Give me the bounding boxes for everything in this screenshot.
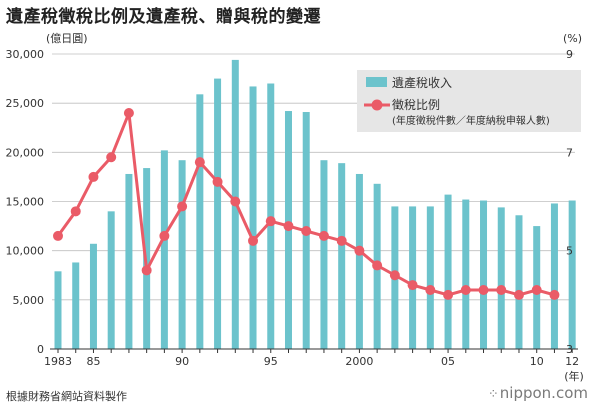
bar (355, 173, 363, 349)
line-point (248, 235, 259, 246)
line-point (478, 285, 489, 295)
line-point (230, 196, 241, 207)
line-point (336, 235, 347, 246)
x-tick-label: 10 (530, 355, 544, 368)
line-point (318, 230, 329, 241)
bar (160, 150, 168, 349)
left-tick-label: 10,000 (6, 245, 45, 258)
legend-line-label: 徵稅比例 (392, 97, 440, 112)
x-axis-unit: (年) (564, 369, 584, 383)
bar (426, 206, 434, 349)
bar (480, 200, 488, 349)
bar (568, 200, 576, 349)
bar (249, 86, 257, 349)
left-tick-label: 25,000 (6, 97, 45, 110)
x-tick-label: 12 (565, 355, 579, 368)
left-tick-label: 30,000 (6, 48, 45, 61)
bar (125, 173, 133, 349)
x-tick-label: 1983 (44, 355, 72, 368)
legend: 遺產稅收入 徵稅比例 (年度徵稅件數／年度納稅申報人數) (357, 70, 581, 132)
brand-logo: ⁘ nippon.com (488, 384, 588, 402)
right-tick-label: 9 (566, 48, 573, 61)
bar (444, 194, 452, 349)
line-point (283, 221, 294, 232)
line-point (443, 289, 454, 300)
bar (550, 203, 558, 349)
bar (515, 215, 523, 349)
chart-title: 遺產稅徵稅比例及遺產稅、贈與稅的變遷 (6, 7, 321, 27)
line-point (354, 245, 365, 256)
line-point (549, 289, 560, 300)
line-point (460, 285, 471, 295)
x-tick-label: 05 (441, 355, 455, 368)
bar (338, 163, 346, 349)
line-point (53, 230, 63, 241)
line-point (531, 285, 542, 295)
right-axis-unit: (%) (563, 32, 582, 45)
bar (89, 243, 97, 349)
bar (497, 207, 505, 349)
bar (178, 160, 186, 349)
legend-bar-swatch (366, 77, 387, 87)
line-series (53, 108, 560, 300)
x-tick-label: 95 (264, 355, 278, 368)
line-point (513, 289, 524, 300)
line-point (389, 270, 400, 281)
line-point (212, 176, 223, 187)
nippon-dots-icon: ⁘ (487, 387, 499, 402)
bar (214, 78, 222, 349)
line-point (194, 157, 205, 168)
bar (409, 206, 417, 349)
legend-box (357, 70, 581, 132)
line-point (496, 285, 507, 295)
brand-name: nippon.com (499, 384, 588, 402)
legend-line-subtitle: (年度徵稅件數／年度納稅申報人數) (392, 114, 550, 127)
line-point (407, 280, 418, 291)
line-point (159, 230, 170, 241)
right-tick-label: 7 (566, 146, 573, 159)
line-point (425, 285, 436, 295)
line-point (70, 206, 81, 217)
bar (72, 262, 80, 349)
line-point (177, 201, 188, 212)
line-point (141, 265, 152, 276)
x-tick-label: 2000 (345, 355, 373, 368)
bar (54, 271, 62, 349)
bar (196, 94, 204, 349)
legend-line-marker (371, 99, 383, 111)
line-point (372, 260, 383, 271)
line-point (123, 108, 134, 118)
line-point (106, 152, 117, 163)
right-tick-label: 5 (566, 245, 573, 258)
bar (107, 211, 115, 349)
x-tick-label: 85 (86, 355, 100, 368)
bar (462, 199, 470, 349)
line-point (88, 171, 99, 182)
left-tick-label: 5,000 (13, 294, 45, 307)
line-point (265, 216, 276, 227)
left-axis-unit: (億日圓) (46, 32, 88, 45)
left-tick-label: 0 (37, 343, 44, 356)
left-tick-label: 20,000 (6, 146, 45, 159)
axes: 05,00010,00015,00020,00025,00030,0003579… (6, 48, 580, 368)
line-point (301, 226, 312, 236)
source-note: 根據財務省網站資料製作 (6, 390, 127, 403)
x-tick-label: 90 (175, 355, 189, 368)
bar (320, 160, 328, 349)
legend-bar-label: 遺產稅收入 (392, 75, 452, 90)
left-tick-label: 15,000 (6, 196, 45, 209)
